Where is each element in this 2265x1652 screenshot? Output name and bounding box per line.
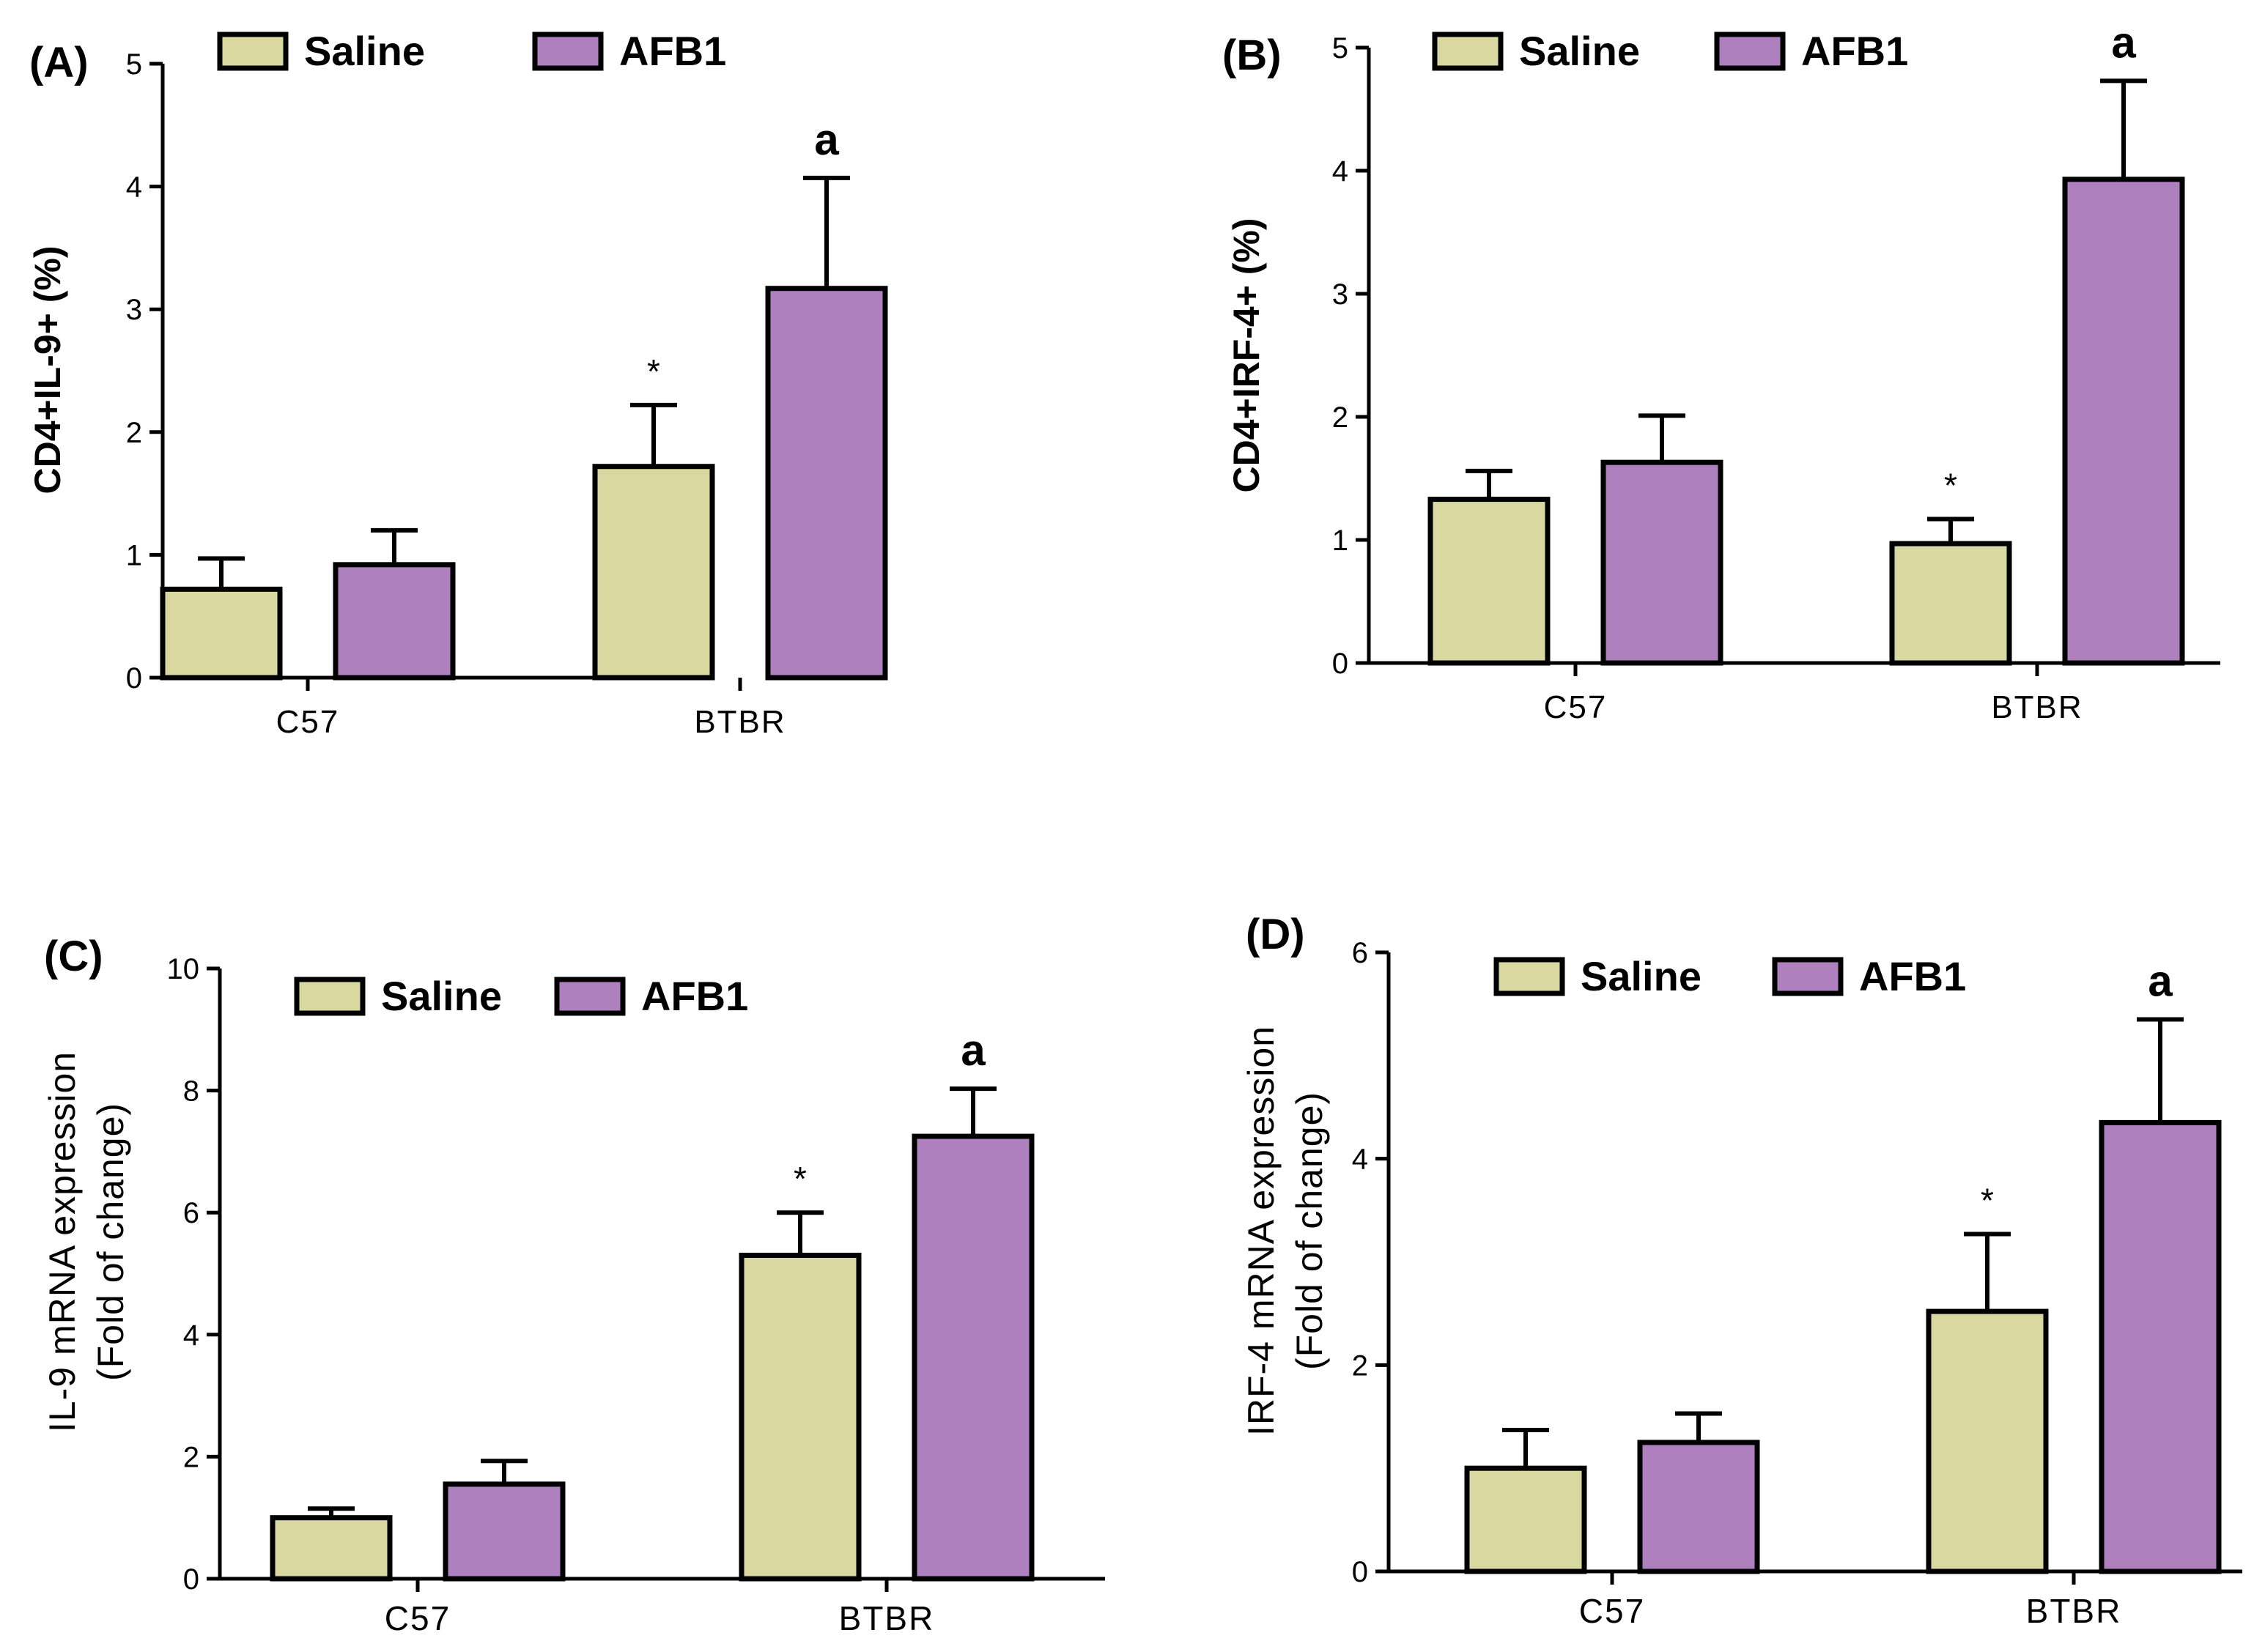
y-tick-label: 2 [1332, 401, 1348, 434]
y-tick-label: 3 [126, 294, 142, 326]
legend-swatch-saline [1432, 32, 1504, 71]
bar-afb1-btbr [2099, 1119, 2222, 1574]
y-tick-label: 2 [126, 417, 142, 449]
panel-label: (C) [44, 933, 103, 980]
bar-saline-c57 [1464, 1465, 1587, 1574]
x-tick-label: BTBR [694, 704, 786, 740]
bar-saline-btbr [1889, 541, 2012, 666]
chart-panel-2: (B) CD4+IRF-4+ (%) 0 1 2 3 4 5 C57 BTBR * a Saline AF… [1222, 18, 2220, 725]
y-axis-label-line: CD4+IL-9+ (%) [27, 246, 68, 495]
significance-label: * [647, 352, 660, 390]
y-tick-label: 1 [1332, 525, 1348, 557]
x-tick-label: C57 [385, 1599, 451, 1637]
chart-panel-3: (C) IL-9 mRNA expression (Fold of change) 0… [42, 933, 1105, 1637]
bar-afb1-c57 [333, 562, 456, 681]
legend-label-saline: Saline [1581, 953, 1701, 999]
bar-afb1-btbr [2062, 177, 2185, 666]
significance-label: * [794, 1160, 807, 1198]
y-tick-label: 0 [183, 1563, 199, 1596]
legend-label-saline: Saline [1519, 28, 1640, 74]
x-tick-label: BTBR [2026, 1592, 2122, 1630]
y-tick-label: 0 [126, 662, 142, 694]
chart-panel-4: (D) IRF-4 mRNA expression (Fold of change)… [1241, 911, 2242, 1630]
y-tick-label: 2 [183, 1441, 199, 1473]
x-tick-label: C57 [1579, 1592, 1645, 1630]
x-tick-label: BTBR [1991, 689, 2083, 725]
bar-saline-c57 [270, 1515, 393, 1582]
bar-saline-c57 [1427, 497, 1551, 666]
legend-swatch-afb1 [532, 32, 604, 71]
y-axis-label: CD4+IL-9+ (%) [27, 246, 68, 495]
legend-swatch-saline [217, 32, 289, 71]
y-tick-label: 5 [126, 48, 142, 81]
significance-label: * [1981, 1181, 1994, 1219]
y-tick-label: 0 [1332, 648, 1348, 680]
legend-swatch-afb1 [1714, 32, 1786, 71]
significance-label: a [2111, 18, 2136, 67]
y-tick-label: 4 [1332, 155, 1348, 188]
y-axis-label-line: (Fold of change) [1289, 1092, 1330, 1370]
bar-afb1-c57 [1600, 459, 1723, 666]
panel-label: (B) [1222, 32, 1282, 79]
legend-label-afb1: AFB1 [641, 973, 748, 1019]
legend-swatch-saline [294, 977, 366, 1016]
legend-label-saline: Saline [304, 28, 425, 74]
y-tick-label: 1 [126, 539, 142, 571]
x-tick-label: C57 [276, 704, 340, 740]
y-axis-label: IL-9 mRNA expression (Fold of change) [42, 1051, 131, 1432]
bar-afb1-btbr [912, 1133, 1035, 1582]
y-axis-label-line: CD4+IRF-4+ (%) [1226, 218, 1267, 492]
x-tick-label: C57 [1544, 689, 1608, 725]
legend-label-afb1: AFB1 [619, 28, 726, 74]
y-tick-label: 6 [183, 1197, 199, 1229]
significance-label: a [814, 115, 839, 164]
significance-label: a [961, 1026, 986, 1075]
legend-swatch-afb1 [554, 977, 626, 1016]
x-tick-label: BTBR [839, 1599, 935, 1637]
legend-label-afb1: AFB1 [1801, 28, 1908, 74]
y-axis-label-line: IL-9 mRNA expression [42, 1051, 83, 1432]
legend-swatch-saline [1493, 957, 1565, 996]
y-tick-label: 4 [1352, 1144, 1368, 1176]
panel-label: (A) [29, 39, 89, 86]
y-tick-label: 5 [1332, 32, 1348, 64]
y-tick-label: 3 [1332, 278, 1348, 311]
bar-saline-c57 [160, 586, 283, 681]
y-tick-label: 2 [1352, 1349, 1368, 1382]
bar-afb1-btbr [765, 286, 888, 681]
y-tick-label: 10 [167, 953, 200, 985]
legend-swatch-afb1 [1772, 957, 1844, 996]
significance-label: * [1944, 466, 1957, 504]
bar-saline-btbr [739, 1253, 862, 1582]
significance-label: a [2148, 957, 2173, 1006]
bar-saline-btbr [1926, 1308, 2049, 1574]
y-tick-label: 4 [126, 171, 142, 204]
y-tick-label: 4 [183, 1319, 199, 1352]
panel-label: (D) [1246, 911, 1305, 958]
bar-afb1-c57 [443, 1481, 566, 1582]
bar-afb1-c57 [1637, 1440, 1760, 1574]
chart-panel-1: (A) CD4+IL-9+ (%) 0 1 2 3 4 5 C57 BTBR * a Saline AFB… [27, 28, 888, 740]
legend-label-afb1: AFB1 [1859, 953, 1966, 999]
y-axis-label-line: (Fold of change) [90, 1103, 131, 1381]
y-axis-label: IRF-4 mRNA expression (Fold of change) [1241, 1026, 1330, 1436]
y-tick-label: 8 [183, 1075, 199, 1108]
y-tick-label: 0 [1352, 1556, 1368, 1588]
y-axis-label-line: IRF-4 mRNA expression [1241, 1026, 1282, 1436]
bar-saline-btbr [592, 464, 715, 681]
legend-label-saline: Saline [381, 973, 502, 1019]
y-axis-label: CD4+IRF-4+ (%) [1226, 218, 1267, 492]
y-tick-label: 6 [1352, 937, 1368, 969]
